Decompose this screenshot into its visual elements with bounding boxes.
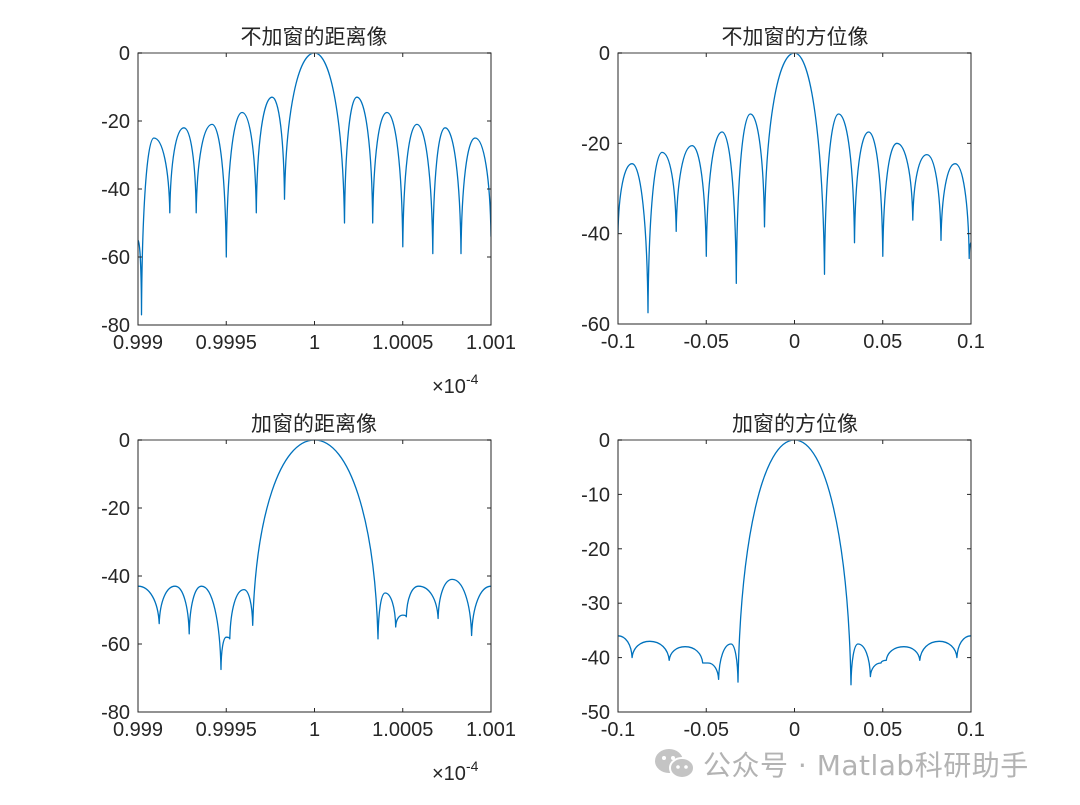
subplot-windowed-range: 加窗的距离像 0.999 0.9995 1 1.0005 1.001 0 -20 -40 -60… [101,412,516,785]
y-tick-label: -40 [101,179,130,201]
x-tick-label: 1.001 [466,332,516,354]
axes-box [137,439,492,713]
x-tick-label: -0.05 [683,719,729,741]
x-tick-label: 1 [309,332,320,354]
data-line [618,439,971,686]
x-tick-label: 1.001 [466,719,516,741]
x-tick-label: 0.999 [113,719,163,741]
x-tick-label: -0.1 [601,719,635,741]
axes-box [617,439,972,713]
y-tick-label: -10 [581,484,610,506]
subplot-title: 加窗的方位像 [732,412,858,436]
axes-box [137,52,492,326]
x-tick-label: 0.999 [113,332,163,354]
x-tick-label: 0 [789,719,800,741]
y-tick-label: -20 [581,133,610,155]
subplot-title: 不加窗的方位像 [722,25,869,49]
x-exponent-label: ×10-4 [432,371,479,398]
subplot-windowed-azimuth: 加窗的方位像 -0.1 -0.05 0 0.05 0.1 0 -10 -20 -30 -40 -50 [581,412,985,741]
subplot-unwindowed-range: 不加窗的距离像 0.999 0.9995 1 1.0005 1.001 0 -20 -40 -6… [101,25,516,398]
y-tick-label: -60 [101,247,130,269]
y-tick-label: -40 [581,648,610,670]
y-tick-label: -40 [101,566,130,588]
data-line [618,52,971,314]
y-tick-label: -20 [101,498,130,520]
watermark-text: 公众号 · Matlab科研助手 [703,749,1029,782]
x-tick-label: 1 [309,719,320,741]
x-tick-label: 0.05 [863,719,902,741]
x-tick-label: 1.0005 [372,719,433,741]
y-tick-label: -40 [581,224,610,246]
y-tick-label: -80 [101,702,130,724]
axes-box [617,52,972,325]
y-tick-label: -20 [581,539,610,561]
y-tick-label: 0 [599,430,610,452]
y-tick-label: -60 [581,314,610,336]
subplot-title: 不加窗的距离像 [241,25,388,49]
watermark: 公众号 · Matlab科研助手 [653,744,1029,784]
x-tick-label: -0.1 [601,331,635,353]
x-exponent-label: ×10-4 [432,758,479,785]
x-tick-label: 0.1 [957,719,985,741]
subplot-unwindowed-azimuth: 不加窗的方位像 -0.1 -0.05 0 0.05 0.1 0 -20 -40 -60 [581,25,985,353]
x-tick-label: 0.1 [957,331,985,353]
x-tick-label: -0.05 [683,331,729,353]
x-tick-label: 0 [789,331,800,353]
subplot-title: 加窗的距离像 [251,412,377,436]
x-tick-label: 1.0005 [372,332,433,354]
wechat-icon [653,747,697,781]
data-line [138,439,491,671]
x-tick-label: 0.9995 [196,332,257,354]
data-line [138,52,491,316]
y-tick-label: -60 [101,634,130,656]
y-tick-label: 0 [119,43,130,65]
x-tick-label: 0.9995 [196,719,257,741]
y-tick-label: 0 [119,430,130,452]
y-tick-label: -20 [101,111,130,133]
y-tick-label: -30 [581,593,610,615]
y-tick-label: 0 [599,43,610,65]
y-tick-label: -80 [101,315,130,337]
y-tick-label: -50 [581,702,610,724]
x-tick-label: 0.05 [863,331,902,353]
